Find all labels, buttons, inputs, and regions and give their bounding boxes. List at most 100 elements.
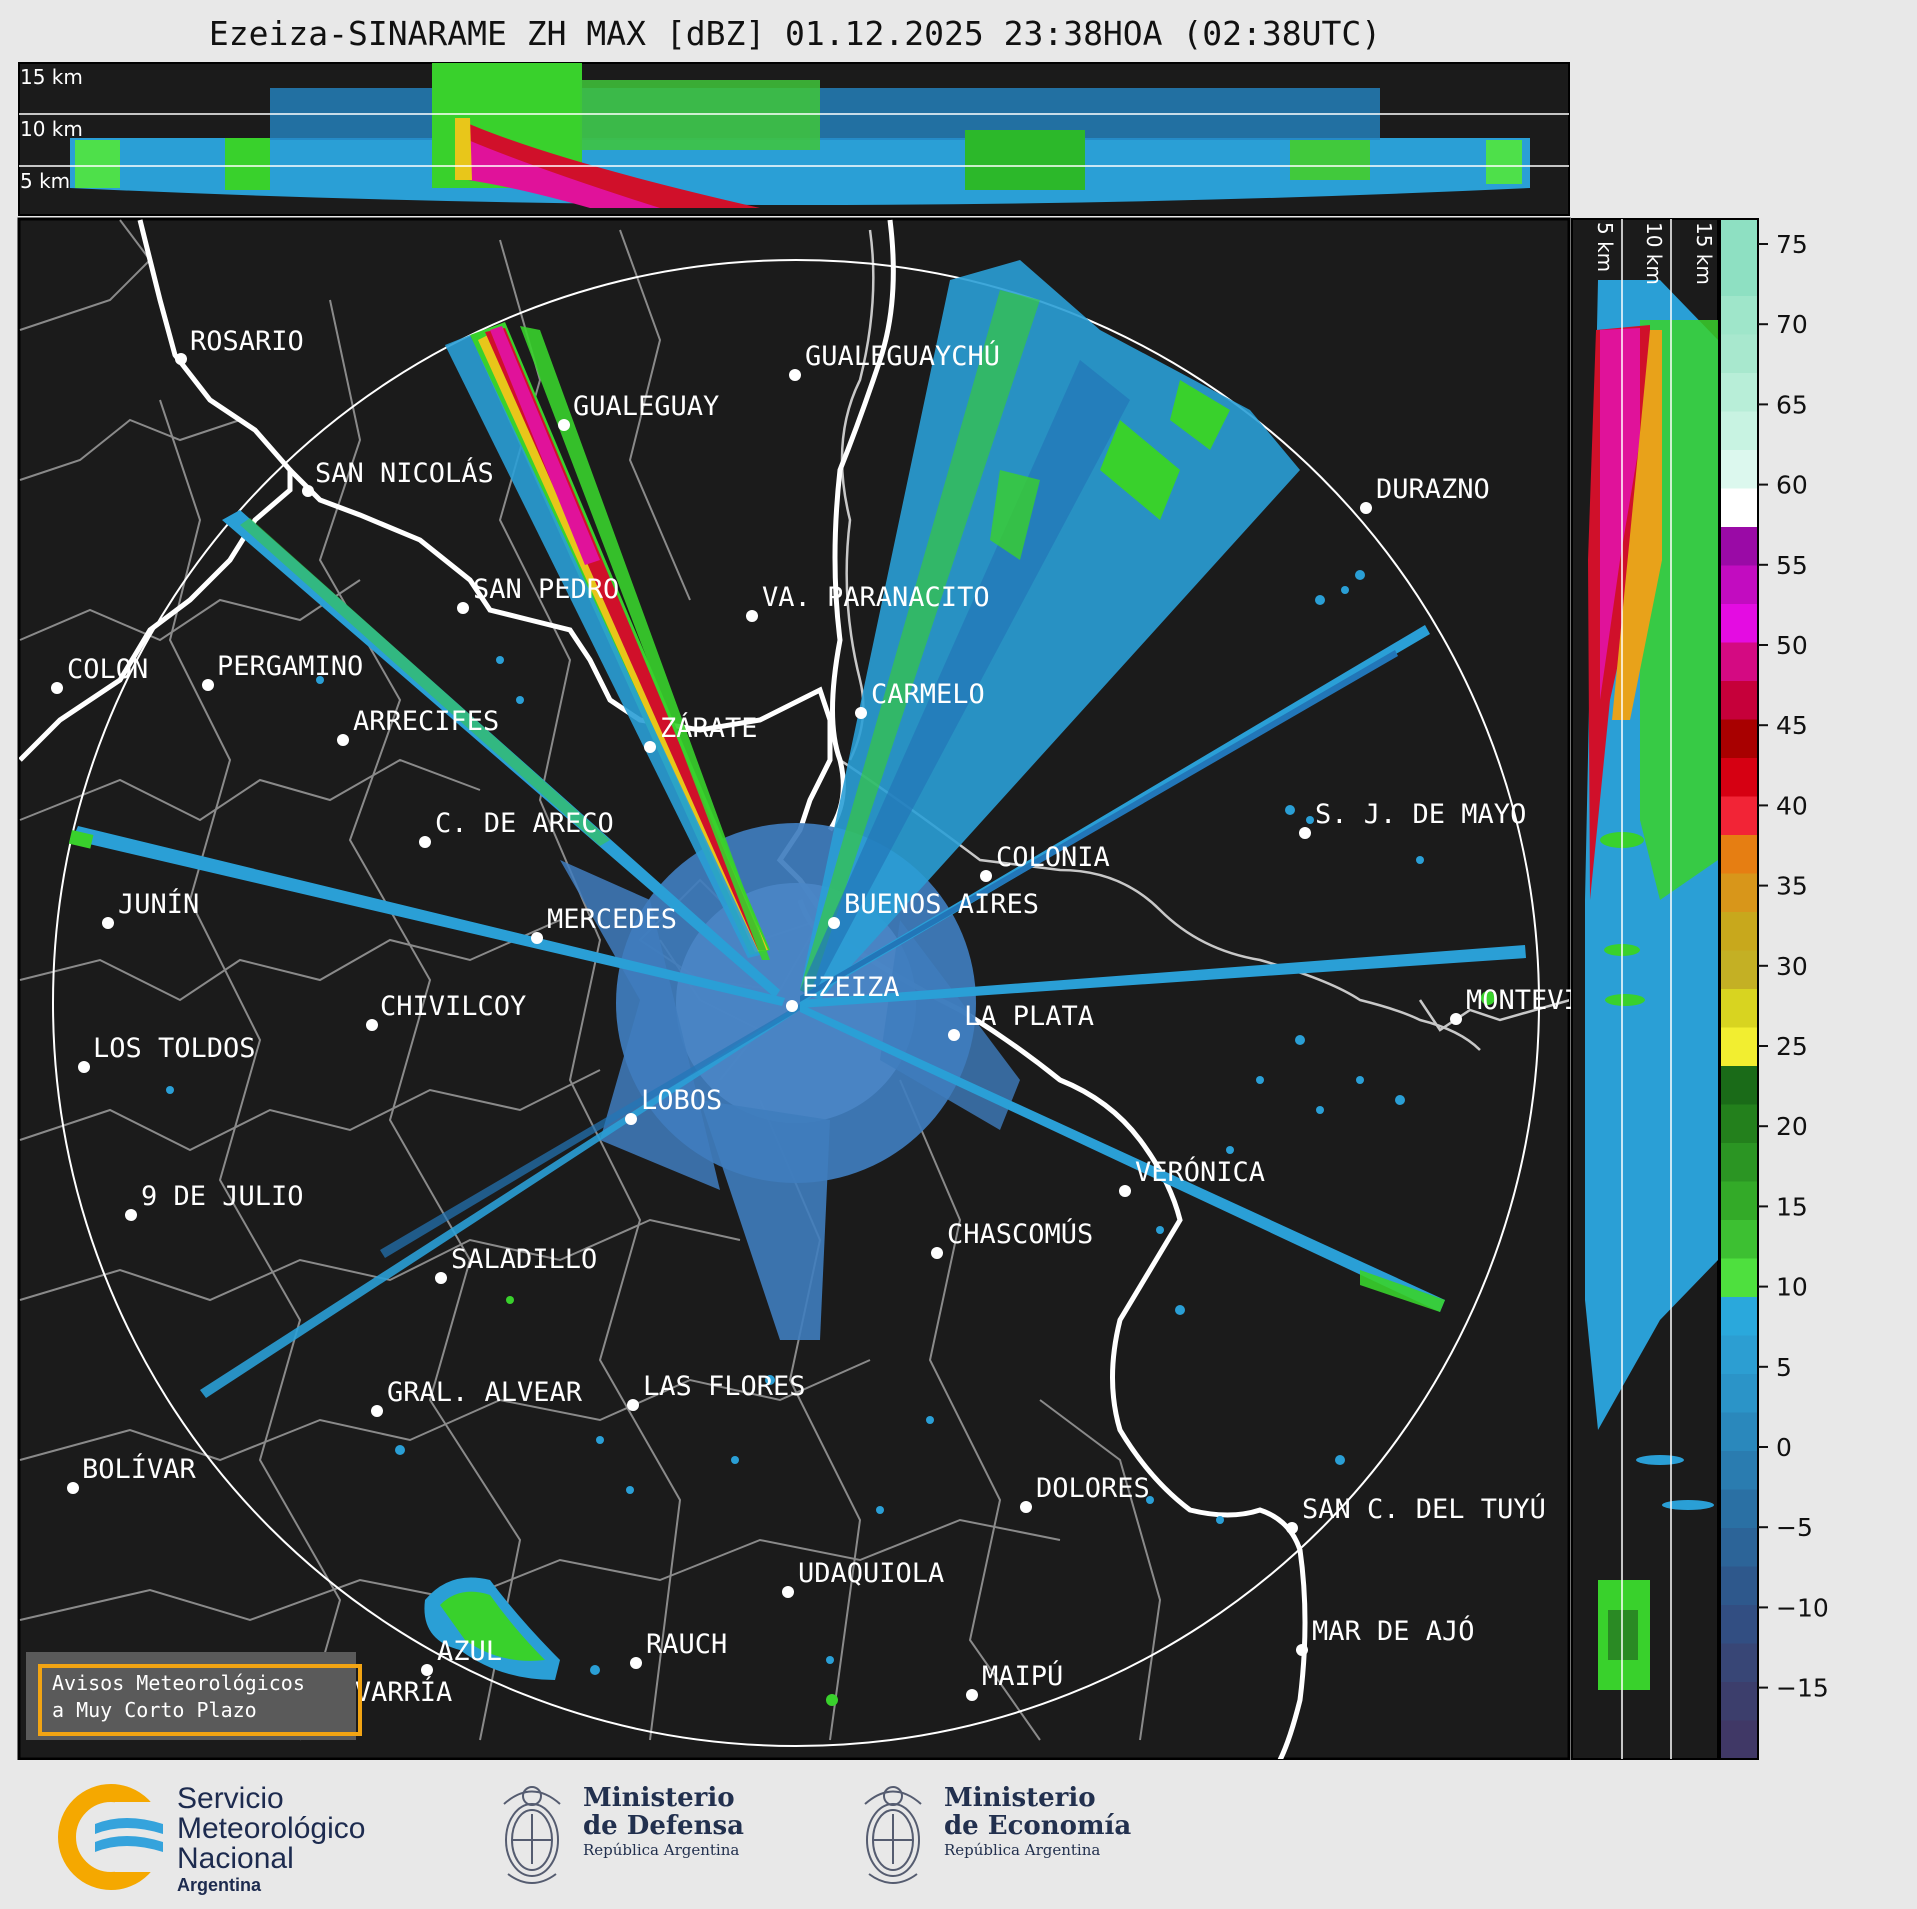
colorbar-segment (1720, 1066, 1758, 1106)
city-label: SAN NICOLÁS (315, 457, 494, 489)
smn-name: Servicio Meteorológico Nacional Argentin… (177, 1784, 365, 1896)
warning-box-frame[interactable]: Avisos Meteorológicos a Muy Corto Plazo (38, 1664, 362, 1736)
city-markers: ROSARIO GUALEGUAYCHÚ GUALEGUAY SAN NICOLÁS D… (51, 326, 1629, 1717)
echo-ray-sw (200, 1004, 800, 1398)
colorbar-tick-label: 10 (1776, 1273, 1808, 1302)
colorbar-tick-label: 40 (1776, 791, 1808, 820)
side-height-label-5km: 5 km (1593, 222, 1617, 272)
colorbar-tick-label: −15 (1776, 1674, 1829, 1703)
coat-of-arms-icon (494, 1774, 570, 1896)
colorbar-segment (1720, 1528, 1758, 1568)
smn-logo (55, 1782, 175, 1892)
economia-line-2: de Economía (944, 1811, 1132, 1841)
colorbar-segment (1720, 719, 1758, 759)
city-dot (371, 1405, 383, 1417)
city-label: UDAQUIOLA (798, 1558, 944, 1589)
city-label: GUALEGUAYCHÚ (805, 340, 1000, 372)
colorbar-segment (1720, 1489, 1758, 1529)
city-dot (966, 1689, 978, 1701)
echo-nw-storm-band-magenta (490, 326, 600, 565)
colorbar-segment (1720, 1412, 1758, 1452)
colorbar-tick-label: 55 (1776, 551, 1808, 580)
economia-line-1: Ministerio (944, 1783, 1096, 1813)
echo-ray-e (800, 945, 1526, 1008)
defensa-sub: República Argentina (583, 1841, 740, 1859)
coat-of-arms-icon (855, 1774, 931, 1896)
city-label: S. J. DE MAYO (1315, 799, 1526, 830)
colorbar-tick-label: −5 (1776, 1513, 1813, 1542)
colorbar-segment (1720, 1682, 1758, 1722)
city-label: DOLORES (1036, 1473, 1150, 1504)
colorbar-segment (1720, 411, 1758, 451)
top-echo-magenta-streak (468, 140, 660, 208)
city-dot (435, 1272, 447, 1284)
colorbar-tick-label: 65 (1776, 390, 1808, 419)
colorbar-segment (1720, 296, 1758, 336)
city-label: SAN C. DEL TUYÚ (1302, 1493, 1546, 1525)
city-label: SALADILLO (451, 1244, 597, 1275)
city-dot (980, 870, 992, 882)
colorbar-segment (1720, 219, 1758, 259)
city-dot (1286, 1522, 1298, 1534)
colorbar-tick-label: 35 (1776, 872, 1808, 901)
city-dot (1360, 502, 1372, 514)
economia-name: Ministerio de Economía República Argenti… (944, 1784, 1131, 1860)
colorbar-tick-label: 0 (1776, 1433, 1792, 1462)
city-dot (1119, 1185, 1131, 1197)
colorbar-tick-label: 20 (1776, 1112, 1808, 1141)
city-label: GRAL. ALVEAR (387, 1377, 583, 1408)
smn-line-4: Argentina (177, 1875, 262, 1895)
colorbar-segment (1720, 912, 1758, 952)
city-label: EZEIZA (802, 972, 900, 1003)
colorbar-tick-label: 25 (1776, 1032, 1808, 1061)
side-echo-magenta-core (1600, 328, 1640, 700)
city-label: LOS TOLDOS (93, 1033, 256, 1064)
city-dot (828, 917, 840, 929)
city-dot (782, 1586, 794, 1598)
colorbar-tick-label: −10 (1776, 1593, 1829, 1622)
city-label: AZUL (437, 1636, 502, 1667)
city-label: BUENOS AIRES (844, 889, 1039, 920)
city-dot (366, 1019, 378, 1031)
city-label: CHASCOMÚS (947, 1218, 1093, 1250)
side-height-label-10km: 10 km (1642, 222, 1666, 285)
city-dot (51, 682, 63, 694)
warning-box[interactable]: Avisos Meteorológicos a Muy Corto Plazo (26, 1652, 362, 1740)
colorbar-segment (1720, 835, 1758, 875)
defensa-name: Ministerio de Defensa República Argentin… (583, 1784, 744, 1860)
smn-line-2: Meteorológico (177, 1812, 366, 1845)
city-label: JUNÍN (118, 888, 199, 920)
city-dot (419, 836, 431, 848)
colorbar-segment (1720, 334, 1758, 374)
colorbar-tick-label: 5 (1776, 1353, 1792, 1382)
defensa-line-2: de Defensa (583, 1811, 744, 1841)
city-dot (630, 1657, 642, 1669)
colorbar-segment (1720, 1720, 1758, 1760)
colorbar-segment (1720, 1027, 1758, 1067)
city-label: CHIVILCOY (380, 991, 526, 1022)
city-dot (558, 419, 570, 431)
city-dot (948, 1029, 960, 1041)
city-label: CARMELO (871, 679, 985, 710)
colorbar-segment (1720, 1643, 1758, 1683)
colorbar-tick-label: 75 (1776, 230, 1808, 259)
city-dot (625, 1113, 637, 1125)
city-dot (1020, 1501, 1032, 1513)
colorbar-tick-label: 50 (1776, 631, 1808, 660)
city-dot (1299, 827, 1311, 839)
city-label: 9 DE JULIO (141, 1181, 304, 1212)
echo-ray-se (800, 1004, 1445, 1312)
colorbar-segment (1720, 796, 1758, 836)
colorbar-tick-label: 30 (1776, 952, 1808, 981)
colorbar-segment (1720, 257, 1758, 297)
colorbar-tick-label: 60 (1776, 471, 1808, 500)
side-height-label-15km: 15 km (1692, 222, 1716, 285)
city-dot (931, 1247, 943, 1259)
colorbar-segment (1720, 604, 1758, 644)
colorbar-segment (1720, 1258, 1758, 1298)
city-dot (67, 1482, 79, 1494)
city-label: VA. PARANACITO (762, 582, 990, 613)
city-label: ARRECIFES (353, 706, 499, 737)
